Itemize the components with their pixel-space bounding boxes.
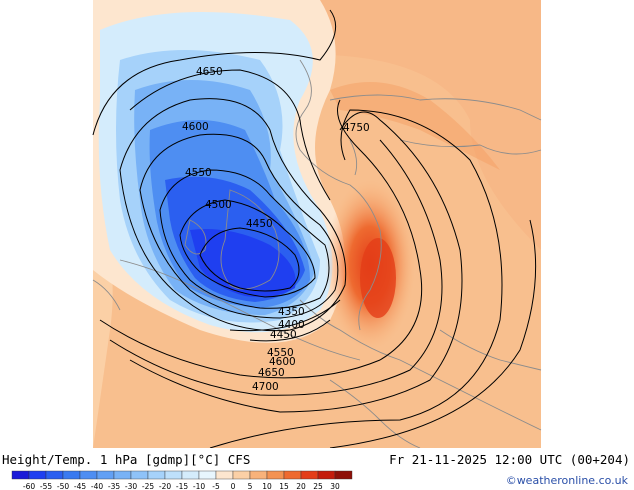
- legend-swatch: [215, 470, 234, 480]
- legend-tick-label: 5: [248, 482, 253, 490]
- legend-tick-label: -10: [193, 482, 205, 490]
- legend-swatch: [198, 470, 217, 480]
- legend-swatch: [147, 470, 166, 480]
- coastlines: [92, 59, 542, 448]
- color-legend: -60 -55 -50 -45 -40 -35 -30 -25 -20 -15 -10 -5 0 5 10 1…: [11, 470, 353, 490]
- legend-tick-label: 10: [262, 482, 272, 490]
- legend-swatch: [96, 470, 115, 480]
- contour-label-4650-bottom: 4650: [258, 367, 285, 379]
- legend-swatch: [283, 470, 302, 480]
- legend-tick-label: -60: [23, 482, 35, 490]
- temperature-field: [93, 0, 541, 448]
- credit-link[interactable]: ©weatheronline.co.uk: [505, 474, 628, 487]
- legend-swatch: [249, 470, 268, 480]
- legend-tick-label: -25: [142, 482, 154, 490]
- legend-swatch: [62, 470, 81, 480]
- legend-swatch: [300, 470, 319, 480]
- legend-swatch: [266, 470, 285, 480]
- weather-map: 4650 4600 4550 4500 4450 4750 4350 4400 …: [92, 0, 542, 448]
- legend-tick-label: 25: [313, 482, 323, 490]
- contour-label-4400: 4400: [278, 319, 305, 331]
- height-contours: [92, 9, 537, 448]
- contour-label-4600-bottom: 4600: [269, 356, 296, 368]
- legend-swatch: [113, 470, 132, 480]
- contour-label-4550-bottom: 4550: [267, 347, 294, 359]
- legend-swatch: [79, 470, 98, 480]
- legend-tick-label: -5: [212, 482, 220, 490]
- legend-tick-label: 0: [231, 482, 236, 490]
- legend-ticks: -60 -55 -50 -45 -40 -35 -30 -25 -20 -15 -10 -5 0 5 10 1…: [23, 482, 340, 490]
- legend-tick-label: -45: [74, 482, 86, 490]
- contour-label-4450-bottom: 4450: [270, 329, 297, 341]
- legend-swatch: [28, 470, 47, 480]
- legend-tick-label: 15: [279, 482, 289, 490]
- contour-label-4700-bottom: 4700: [252, 381, 279, 393]
- legend-swatch: [130, 470, 149, 480]
- legend-tick-label: -50: [57, 482, 69, 490]
- legend-swatch: [232, 470, 251, 480]
- contour-label-4550-left: 4550: [185, 167, 212, 179]
- legend-swatch: [317, 470, 336, 480]
- legend-tick-label: -15: [176, 482, 188, 490]
- map-title: Height/Temp. 1 hPa [gdmp][°C] CFS: [2, 452, 251, 467]
- contour-label-4500-left: 4500: [205, 199, 232, 211]
- legend-swatch: [164, 470, 183, 480]
- legend-swatch: [181, 470, 200, 480]
- contour-label-4450-center: 4450: [246, 218, 273, 230]
- legend-tick-label: -30: [125, 482, 137, 490]
- contour-label-4600-left: 4600: [182, 121, 209, 133]
- legend-swatch: [11, 470, 30, 480]
- contour-label-4350: 4350: [278, 306, 305, 318]
- valid-time: Fr 21-11-2025 12:00 UTC (00+204): [389, 452, 630, 467]
- legend-tick-label: -55: [40, 482, 52, 490]
- legend-tick-label: -40: [91, 482, 103, 490]
- legend-tick-label: 20: [296, 482, 306, 490]
- legend-tick-label: -20: [159, 482, 171, 490]
- legend-tick-label: -35: [108, 482, 120, 490]
- legend-swatches: [11, 470, 353, 480]
- contour-label-4650-top: 4650: [196, 66, 223, 78]
- legend-swatch: [334, 470, 353, 480]
- legend-tick-label: 30: [330, 482, 340, 490]
- contour-label-4750-right: 4750: [343, 122, 370, 134]
- legend-swatch: [45, 470, 64, 480]
- contour-labels: 4650 4600 4550 4500 4450 4750 4350 4400 …: [182, 66, 370, 393]
